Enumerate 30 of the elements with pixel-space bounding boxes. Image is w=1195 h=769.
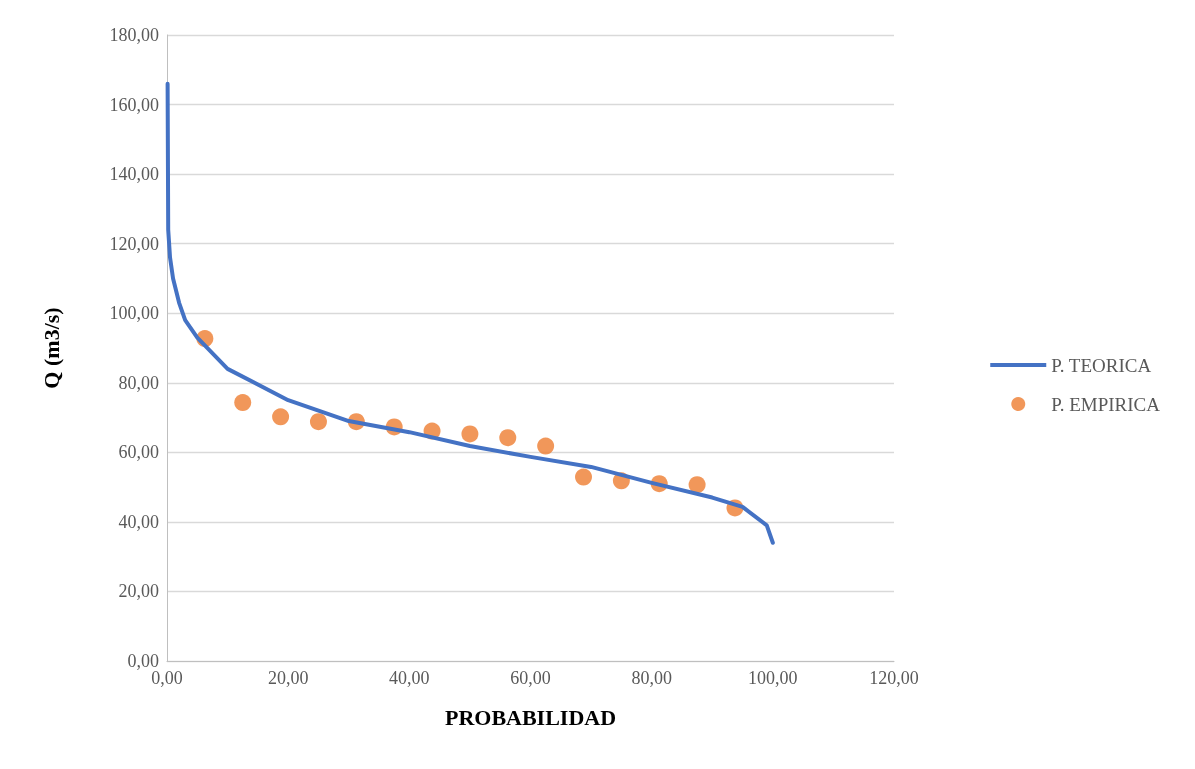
point: [234, 394, 252, 412]
x-tick-label: 100,00: [748, 668, 798, 688]
point: [309, 413, 327, 431]
y-tick-label: 60,00: [118, 442, 159, 463]
legend-label: P. TEORICA: [1051, 354, 1152, 376]
point: [499, 429, 517, 447]
y-axis-title: Q (m3/s): [38, 307, 64, 389]
x-tick-label: 80,00: [631, 668, 672, 688]
x-tick-label: 20,00: [267, 668, 309, 688]
y-tick-label: 0,00: [127, 651, 159, 671]
point: [537, 437, 555, 455]
legend-label: P. EMPIRICA: [1051, 393, 1161, 415]
x-tick-label: 40,00: [389, 668, 430, 688]
point: [575, 468, 593, 486]
point: [272, 408, 290, 426]
x-tick-label: 0,00: [151, 668, 183, 688]
y-tick-label: 180,00: [109, 25, 159, 45]
point: [688, 476, 706, 494]
y-tick-label: 80,00: [118, 372, 159, 393]
y-tick-label: 140,00: [109, 164, 159, 185]
y-tick-label: 160,00: [109, 94, 159, 115]
line-series: [165, 81, 775, 545]
y-tick-label: 120,00: [109, 233, 159, 254]
point: [461, 425, 479, 443]
x-tick-label: 60,00: [510, 668, 551, 688]
x-axis-title: PROBABILIDAD: [444, 704, 617, 730]
x-tick-label: 120,00: [869, 668, 919, 688]
y-tick-label: 20,00: [118, 581, 159, 602]
y-tick-label: 100,00: [109, 303, 159, 324]
y-tick-label: 40,00: [118, 511, 159, 532]
